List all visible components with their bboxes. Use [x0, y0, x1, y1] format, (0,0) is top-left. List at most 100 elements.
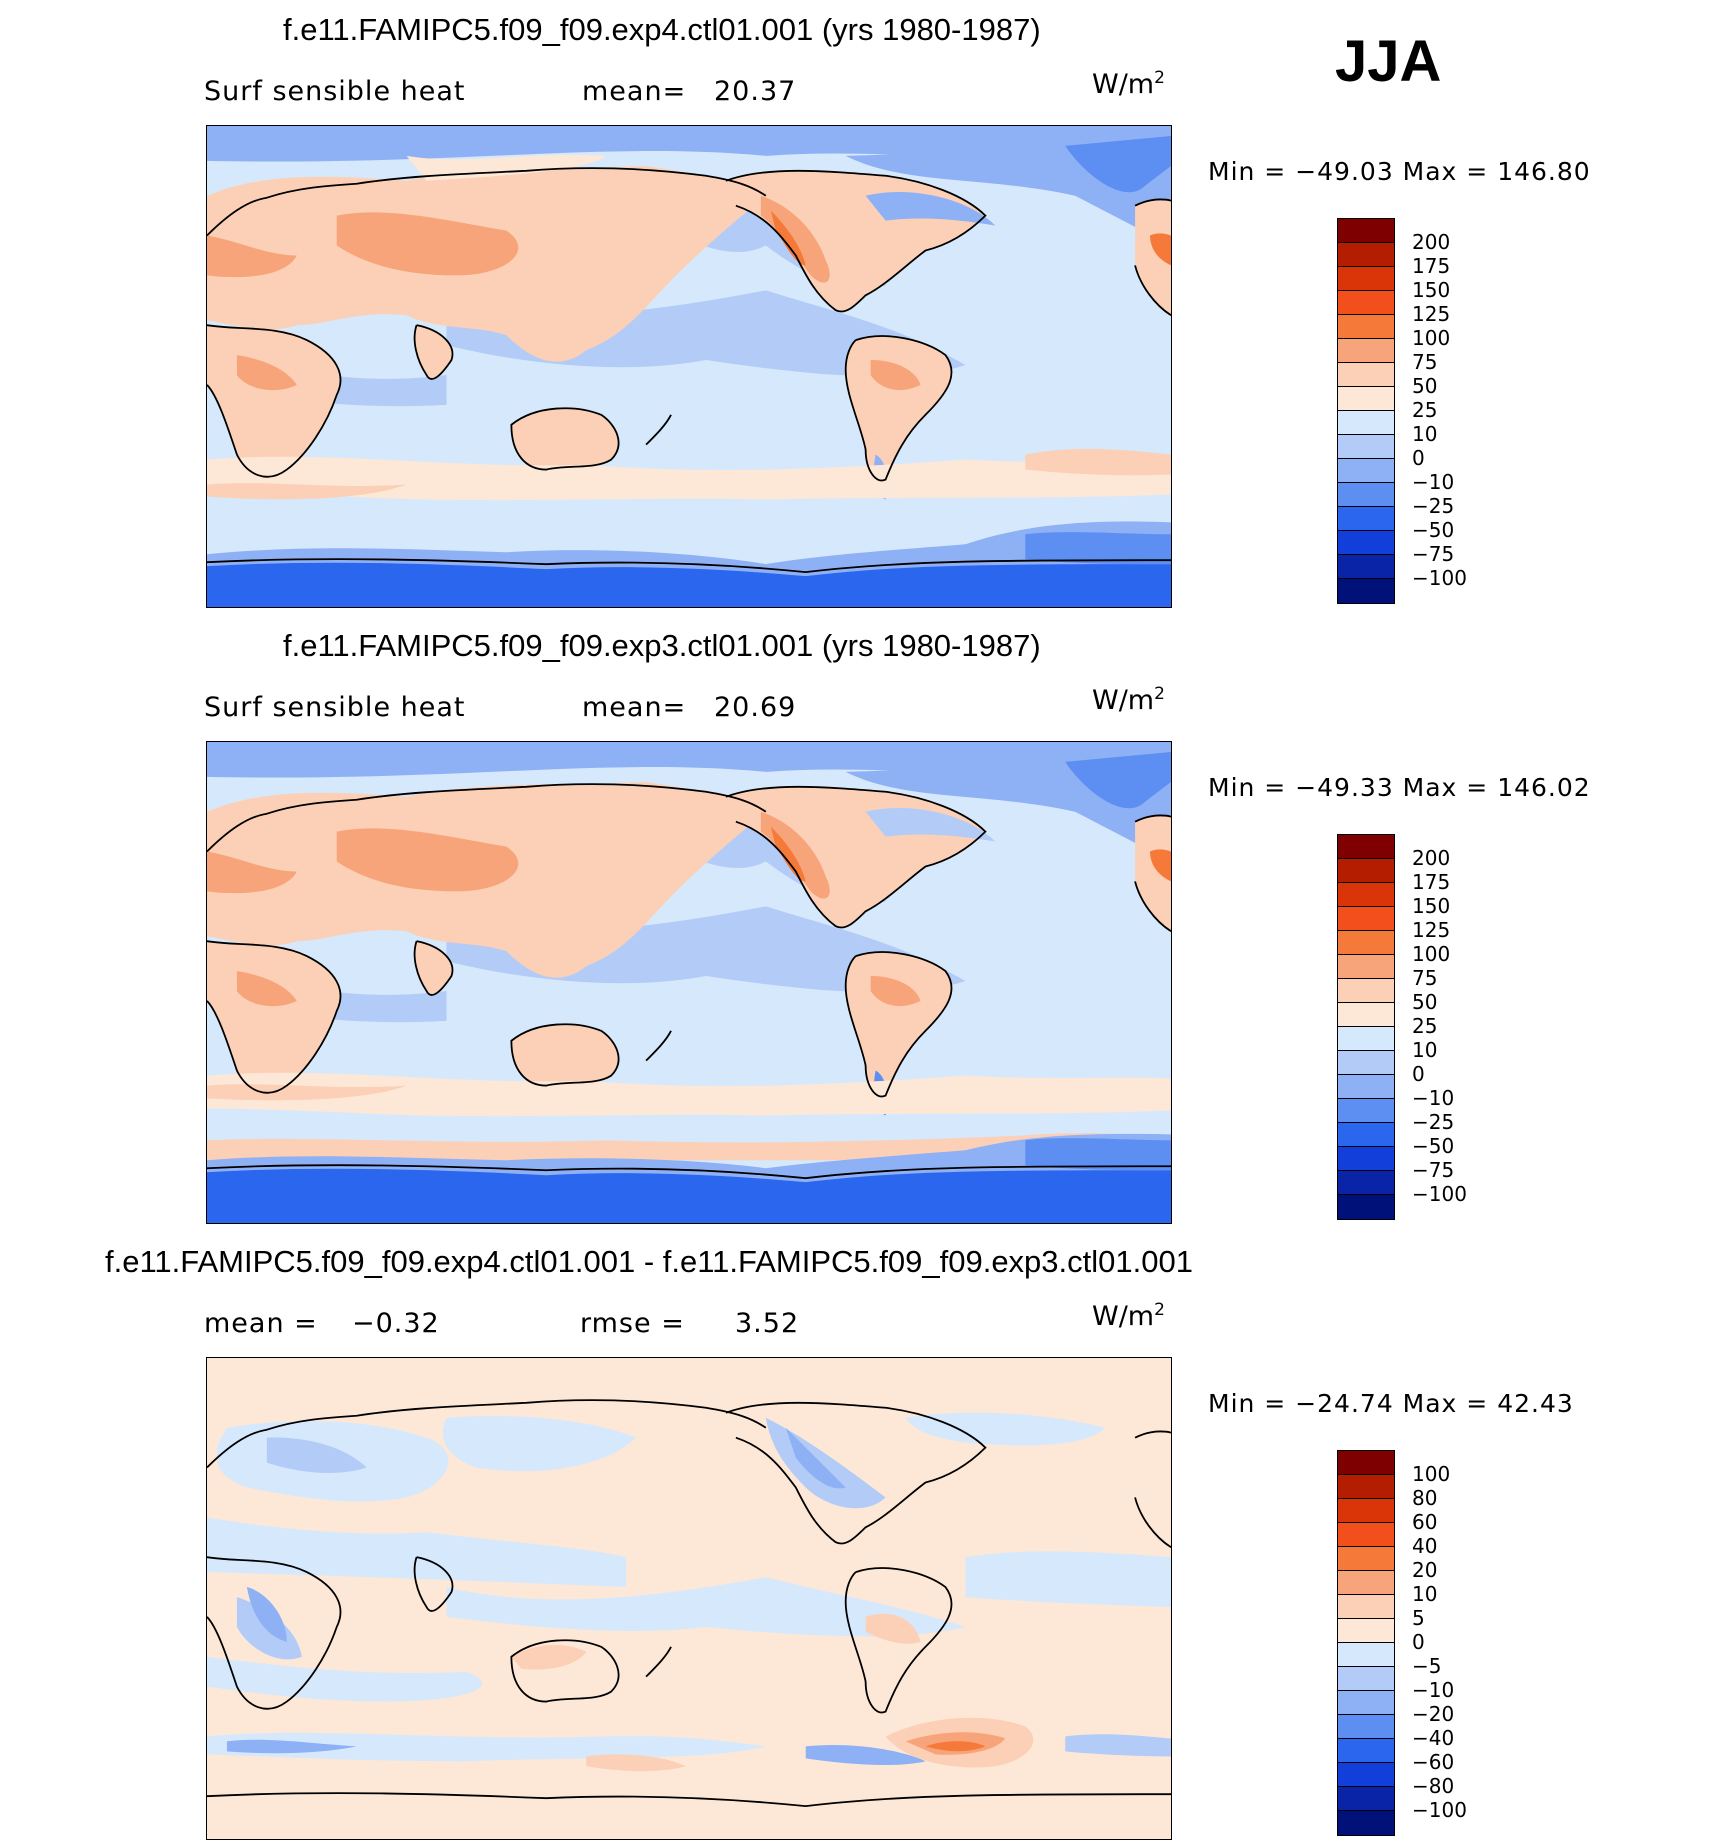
colorbar-tick-label: 150	[1412, 278, 1451, 302]
colorbar-tick-label: 60	[1412, 1510, 1438, 1534]
colorbar-tick-label: −75	[1412, 1158, 1455, 1182]
panel-3-rmse-label: rmse =	[580, 1308, 685, 1339]
panel-2-colorbar-segment	[1338, 955, 1394, 979]
colorbar-tick-label: −50	[1412, 518, 1455, 542]
panel-3-title: f.e11.FAMIPC5.f09_f09.exp4.ctl01.001 - f…	[105, 1244, 1193, 1279]
panel-1-colorbar-segment	[1338, 579, 1394, 603]
colorbar-tick-label: −20	[1412, 1702, 1455, 1726]
colorbar-tick-label: 0	[1412, 1630, 1425, 1654]
panel-3-colorbar-segment	[1338, 1595, 1394, 1619]
panel-3-colorbar-segment	[1338, 1787, 1394, 1811]
panel-3-colorbar-segment	[1338, 1475, 1394, 1499]
panel-1-colorbar	[1337, 218, 1395, 604]
panel-1-colorbar-segment	[1338, 339, 1394, 363]
colorbar-tick-label: 100	[1412, 326, 1451, 350]
panel-1-colorbar-segment	[1338, 483, 1394, 507]
panel-2-colorbar-segment	[1338, 979, 1394, 1003]
panel-3-colorbar-segment	[1338, 1811, 1394, 1835]
panel-3-map	[206, 1357, 1172, 1840]
panel-1-colorbar-segment	[1338, 291, 1394, 315]
panel-2-units: W/m2	[1092, 684, 1165, 716]
colorbar-tick-label: −25	[1412, 1110, 1455, 1134]
colorbar-tick-label: −75	[1412, 542, 1455, 566]
panel-2-colorbar-segment	[1338, 1075, 1394, 1099]
colorbar-tick-label: −60	[1412, 1750, 1455, 1774]
panel-1-colorbar-segment	[1338, 267, 1394, 291]
panel-1-mean-value: 20.37	[714, 76, 797, 107]
colorbar-tick-label: −10	[1412, 1678, 1455, 1702]
panel-3-colorbar-segment	[1338, 1523, 1394, 1547]
panel-3-colorbar-segment	[1338, 1763, 1394, 1787]
panel-1-colorbar-segment	[1338, 555, 1394, 579]
colorbar-tick-label: −100	[1412, 566, 1467, 590]
colorbar-tick-label: 100	[1412, 942, 1451, 966]
colorbar-tick-label: −10	[1412, 1086, 1455, 1110]
colorbar-tick-label: 0	[1412, 1062, 1425, 1086]
panel-2-colorbar-segment	[1338, 835, 1394, 859]
panel-1-map	[206, 125, 1172, 608]
panel-1-mean-label: mean=	[582, 76, 687, 107]
colorbar-tick-label: 75	[1412, 350, 1438, 374]
panel-3-rmse-value: 3.52	[735, 1308, 800, 1339]
colorbar-tick-label: 80	[1412, 1486, 1438, 1510]
colorbar-tick-label: 125	[1412, 302, 1451, 326]
panel-1-variable-label: Surf sensible heat	[204, 76, 466, 107]
panel-2-colorbar-segment	[1338, 931, 1394, 955]
colorbar-tick-label: 50	[1412, 990, 1438, 1014]
panel-1-colorbar-segment	[1338, 243, 1394, 267]
panel-2-colorbar-segment	[1338, 1003, 1394, 1027]
panel-1-colorbar-segment	[1338, 315, 1394, 339]
panel-3-colorbar-segment	[1338, 1619, 1394, 1643]
panel-2-colorbar-segment	[1338, 1099, 1394, 1123]
panel-1-colorbar-segment	[1338, 459, 1394, 483]
panel-1-title: f.e11.FAMIPC5.f09_f09.exp4.ctl01.001 (yr…	[283, 12, 1041, 47]
colorbar-tick-label: −40	[1412, 1726, 1455, 1750]
colorbar-tick-label: 50	[1412, 374, 1438, 398]
panel-2-mean-label: mean=	[582, 692, 687, 723]
panel-1-minmax: Min = −49.03 Max = 146.80	[1208, 157, 1591, 186]
panel-2-colorbar-segment	[1338, 1147, 1394, 1171]
colorbar-tick-label: 75	[1412, 966, 1438, 990]
panel-2-colorbar-segment	[1338, 1195, 1394, 1219]
panel-1-colorbar-segment	[1338, 411, 1394, 435]
panel-2-colorbar-segment	[1338, 883, 1394, 907]
colorbar-tick-label: −100	[1412, 1798, 1467, 1822]
panel-2-colorbar-segment	[1338, 1171, 1394, 1195]
panel-3-colorbar-segment	[1338, 1667, 1394, 1691]
panel-3-colorbar-segment	[1338, 1499, 1394, 1523]
panel-2-map	[206, 741, 1172, 1224]
panel-2-minmax: Min = −49.33 Max = 146.02	[1208, 773, 1591, 802]
panel-2-title: f.e11.FAMIPC5.f09_f09.exp3.ctl01.001 (yr…	[283, 628, 1041, 663]
panel-2-colorbar-segment	[1338, 859, 1394, 883]
panel-3-colorbar-segment	[1338, 1715, 1394, 1739]
panel-3-mean-value: −0.32	[352, 1308, 440, 1339]
panel-3-colorbar-segment	[1338, 1691, 1394, 1715]
colorbar-tick-label: 100	[1412, 1462, 1451, 1486]
season-label: JJA	[1335, 29, 1442, 94]
panel-3-map-svg	[207, 1358, 1171, 1839]
panel-2-colorbar-segment	[1338, 1123, 1394, 1147]
colorbar-tick-label: −5	[1412, 1654, 1442, 1678]
panel-2-colorbar-segment	[1338, 1027, 1394, 1051]
panel-3-colorbar-segment	[1338, 1547, 1394, 1571]
panel-2-map-svg	[207, 742, 1171, 1223]
colorbar-tick-label: −25	[1412, 494, 1455, 518]
colorbar-tick-label: −100	[1412, 1182, 1467, 1206]
colorbar-tick-label: 40	[1412, 1534, 1438, 1558]
colorbar-tick-label: 200	[1412, 230, 1451, 254]
colorbar-tick-label: 150	[1412, 894, 1451, 918]
panel-2-colorbar-segment	[1338, 1051, 1394, 1075]
panel-2-colorbar-segment	[1338, 907, 1394, 931]
panel-1-colorbar-segment	[1338, 435, 1394, 459]
panel-3-colorbar-segment	[1338, 1643, 1394, 1667]
panel-2-mean-value: 20.69	[714, 692, 797, 723]
panel-1-colorbar-segment	[1338, 531, 1394, 555]
colorbar-tick-label: 10	[1412, 1582, 1438, 1606]
panel-1-colorbar-segment	[1338, 507, 1394, 531]
colorbar-tick-label: 175	[1412, 254, 1451, 278]
colorbar-tick-label: −10	[1412, 470, 1455, 494]
colorbar-tick-label: 200	[1412, 846, 1451, 870]
panel-1-map-svg	[207, 126, 1171, 607]
colorbar-tick-label: 175	[1412, 870, 1451, 894]
colorbar-tick-label: −80	[1412, 1774, 1455, 1798]
